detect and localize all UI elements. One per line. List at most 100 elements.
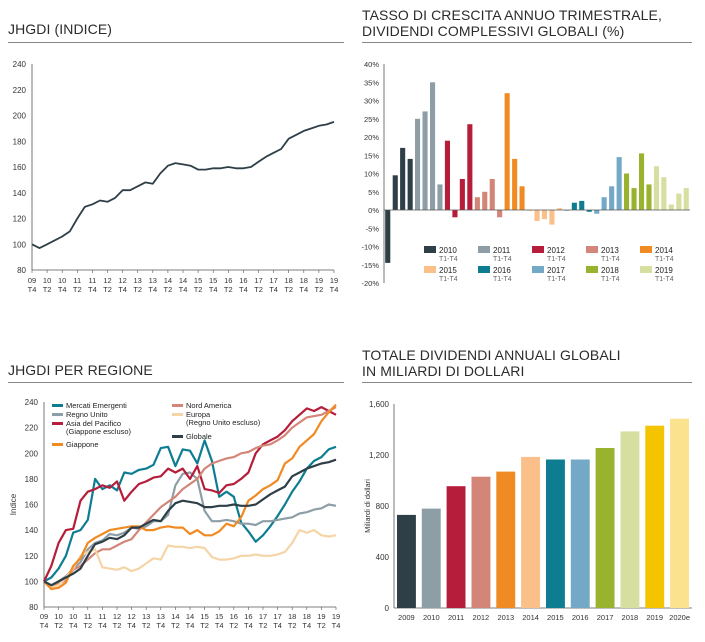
legend-sublabel: T1-T4 [655, 256, 674, 263]
x-tick-label-quarter: T4 [156, 621, 165, 630]
x-tick-label-year: 13 [134, 276, 142, 285]
x-tick-label-year: 19 [317, 612, 325, 621]
x-tick-label: 2019 [646, 613, 663, 622]
legend-swatch [172, 413, 183, 416]
y-tick-label: 100 [13, 240, 27, 249]
series-line-1 [43, 471, 337, 588]
x-tick-label-year: 15 [209, 276, 217, 285]
legend-swatch [640, 266, 652, 273]
x-tick-label-year: 14 [164, 276, 172, 285]
x-tick-label: 2009 [398, 613, 415, 622]
growth-bar [676, 193, 682, 210]
title-rule [362, 42, 692, 43]
annual-bar [496, 471, 516, 608]
x-tick-label-year: 18 [303, 612, 311, 621]
annual-bar [471, 476, 491, 608]
x-tick-label-year: 11 [89, 276, 97, 285]
y-tick-label: 35% [364, 78, 379, 87]
x-tick-label-quarter: T4 [118, 285, 127, 294]
legend-swatch [478, 246, 490, 253]
x-tick-label: 2013 [497, 613, 514, 622]
x-tick-label-quarter: T2 [142, 621, 151, 630]
x-tick-label-year: 11 [99, 612, 107, 621]
x-tick-label-year: 18 [300, 276, 308, 285]
y-tick-label: 15% [364, 151, 379, 160]
x-tick-label-quarter: T2 [317, 621, 326, 630]
growth-bar [549, 210, 555, 225]
x-tick-label-quarter: T4 [273, 621, 282, 630]
y-axis-label: Indice [9, 493, 18, 515]
growth-bar [646, 184, 652, 210]
x-tick-label: 2018 [622, 613, 639, 622]
x-tick-label: 2017 [597, 613, 614, 622]
legend-label: 2014 [655, 246, 673, 255]
y-tick-label: 10% [364, 170, 379, 179]
legend-label: Regno Unito [66, 410, 108, 419]
x-tick-label-year: 17 [273, 612, 281, 621]
growth-bar [579, 200, 585, 210]
y-tick-label: 200 [25, 449, 39, 458]
growth-bar [415, 118, 421, 211]
x-tick-label-quarter: T2 [164, 285, 173, 294]
growth-bar [639, 153, 645, 210]
y-tick-label: 0 [385, 604, 390, 613]
legend-label: Globale [186, 432, 212, 441]
x-tick-label-year: 12 [127, 612, 135, 621]
y-tick-label: 40% [364, 60, 379, 69]
x-tick-label-quarter: T4 [127, 621, 136, 630]
x-tick-label-quarter: T2 [288, 621, 297, 630]
x-tick-label-year: 13 [149, 276, 157, 285]
x-tick-label: 2016 [572, 613, 589, 622]
legend-swatch [424, 266, 436, 273]
annual-bar [570, 459, 590, 608]
index-chart-title: JHGDI (INDICE) [8, 21, 113, 37]
legend-swatch [52, 422, 63, 425]
legend-swatch [586, 246, 598, 253]
y-tick-label: 180 [13, 137, 27, 146]
y-tick-label: -10% [361, 243, 379, 252]
y-tick-label: 80 [29, 603, 38, 612]
growth-bar [541, 210, 547, 220]
legend-swatch [586, 266, 598, 273]
legend-sublabel: T1-T4 [547, 276, 566, 283]
x-tick-label-quarter: T2 [171, 621, 180, 630]
annual-bar [521, 456, 540, 608]
y-tick-label: 160 [25, 501, 39, 510]
x-tick-label-quarter: T4 [69, 621, 78, 630]
x-tick-label-year: 16 [239, 276, 247, 285]
x-tick-label-year: 16 [230, 612, 238, 621]
legend-label: 2012 [547, 246, 565, 255]
title-rule [8, 382, 344, 383]
legend-label: Giappone [66, 440, 99, 449]
x-tick-label: 2020e [669, 613, 690, 622]
y-tick-label: 20% [364, 133, 379, 142]
legend-sublabel: T1-T4 [493, 276, 512, 283]
legend-swatch [532, 246, 544, 253]
legend-label: 2013 [601, 246, 619, 255]
title-rule [362, 382, 692, 383]
legend-label: (Regno Unito escluso) [186, 418, 261, 427]
legend-sublabel: T1-T4 [439, 256, 458, 263]
growth-bar [444, 140, 450, 210]
region-chart-title: JHGDI PER REGIONE [8, 362, 153, 378]
x-tick-label-year: 12 [103, 276, 111, 285]
series-line-6 [43, 458, 337, 587]
x-tick-label-quarter: T2 [133, 285, 142, 294]
growth-bar [392, 175, 398, 210]
x-tick-label-year: 15 [200, 612, 208, 621]
x-tick-label-year: 10 [58, 276, 66, 285]
x-tick-label-quarter: T2 [194, 285, 203, 294]
y-tick-label: 220 [25, 424, 39, 433]
legend-sublabel: T1-T4 [439, 276, 458, 283]
x-tick-label-quarter: T2 [43, 285, 52, 294]
annual-bar [446, 486, 466, 608]
legend-sublabel: T1-T4 [547, 256, 566, 263]
legend-sublabel: T1-T4 [601, 256, 620, 263]
region-chart-panel: JHGDI PER REGIONE [8, 360, 344, 640]
y-tick-label: 0% [368, 206, 379, 215]
y-tick-label: 1,600 [369, 400, 390, 409]
y-tick-label: 160 [13, 163, 27, 172]
legend-swatch [172, 404, 183, 407]
legend-sublabel: T1-T4 [601, 276, 620, 283]
y-axis-label: Miliardi di dollari [363, 479, 372, 533]
